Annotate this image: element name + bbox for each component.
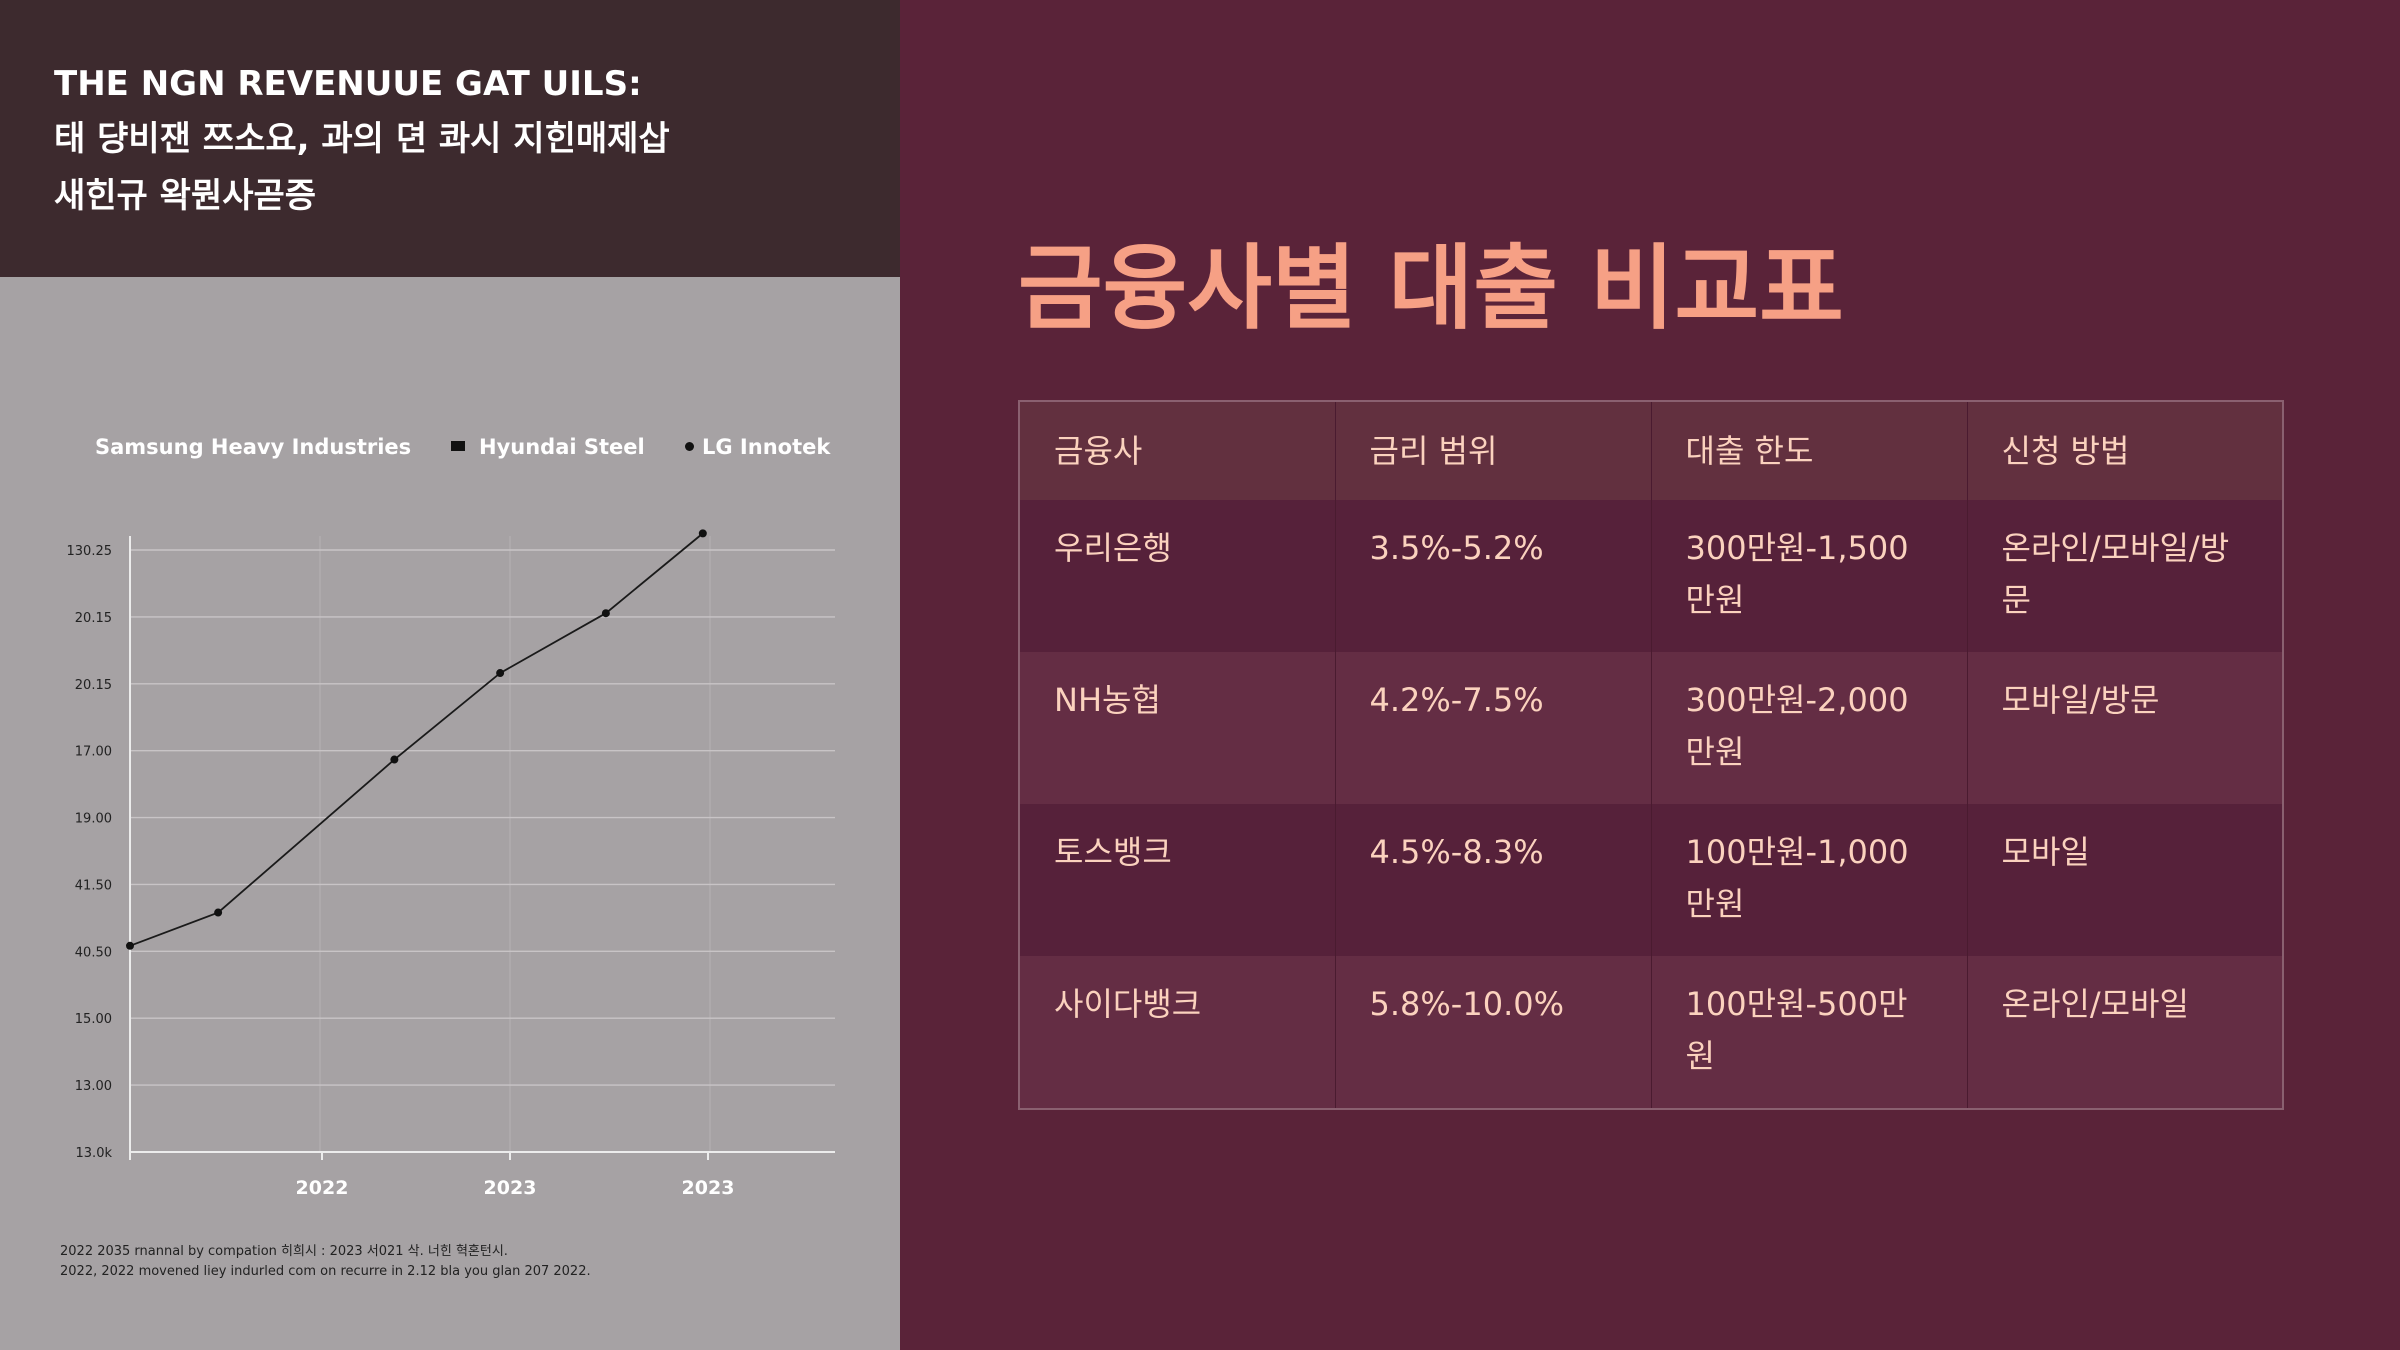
table-cell: 3.5%-5.2% bbox=[1334, 500, 1651, 652]
table-cell: 4.2%-7.5% bbox=[1334, 652, 1651, 804]
legend-square-icon bbox=[451, 441, 465, 451]
y-tick-label: 41.50 bbox=[75, 878, 112, 893]
column-header: 신청 방법 bbox=[1966, 401, 2283, 500]
y-tick-label: 15.00 bbox=[75, 1012, 112, 1027]
table-cell: 300만원-1,500만원 bbox=[1650, 500, 1967, 652]
table-cell: 4.5%-8.3% bbox=[1334, 804, 1651, 956]
data-point bbox=[126, 941, 134, 950]
footnote-line: 2022 2035 rnannal by compation 히희시 : 202… bbox=[60, 1244, 508, 1259]
y-tick-label: 40.50 bbox=[75, 945, 112, 960]
legend-label: LG Innotek bbox=[702, 435, 831, 459]
table-cell: 우리은행 bbox=[1019, 500, 1335, 652]
y-tick-label: 13.00 bbox=[75, 1079, 112, 1094]
header-line: THE NGN REVENUUE GAT UILS: bbox=[54, 64, 642, 104]
table-row: NH농협 4.2%-7.5% 300만원-2,000만원 모바일/방문 bbox=[1019, 652, 2283, 804]
data-point bbox=[214, 908, 223, 917]
table-cell: 100만원-500만원 bbox=[1650, 956, 1967, 1109]
legend-label: Hyundai Steel bbox=[479, 435, 645, 459]
legend-item: Samsung Heavy Industries bbox=[95, 432, 411, 462]
table-cell: 사이다뱅크 bbox=[1019, 956, 1335, 1109]
loan-comparison-table: 금융사 금리 범위 대출 한도 신청 방법 우리은행 3.5%-5.2% 300만원-1,… bbox=[1018, 400, 2284, 1110]
table-cell: 100만원-1,000만원 bbox=[1650, 804, 1967, 956]
column-header: 대출 한도 bbox=[1650, 401, 1967, 500]
footnote-line: 2022, 2022 movened liey indurled com on … bbox=[60, 1264, 591, 1279]
x-tick-label: 2023 bbox=[682, 1177, 735, 1199]
table-row: 사이다뱅크 5.8%-10.0% 100만원-500만원 온라인/모바일 bbox=[1019, 956, 2283, 1109]
data-point bbox=[496, 669, 505, 678]
table-cell: 모바일/방문 bbox=[1966, 652, 2283, 804]
series-line bbox=[129, 532, 704, 947]
table-cell: 300만원-2,000만원 bbox=[1650, 652, 1967, 804]
table-cell: NH농협 bbox=[1019, 652, 1335, 804]
y-tick-label: 17.00 bbox=[75, 745, 112, 760]
y-tick-label: 130.25 bbox=[67, 544, 113, 559]
page-title: 금융사별 대출 비교표 bbox=[1018, 235, 1844, 342]
data-point bbox=[601, 609, 610, 618]
table-cell: 온라인/모바일/방문 bbox=[1966, 500, 2283, 652]
legend-item: LG Innotek bbox=[685, 432, 830, 462]
left-header: THE NGN REVENUUE GAT UILS: 태 댱비잰 쯔소요, 과의… bbox=[0, 0, 900, 277]
x-tick-label: 2023 bbox=[484, 1177, 537, 1199]
legend-item: Hyundai Steel bbox=[451, 432, 645, 462]
line-chart: 130.25 20.15 20.15 17.00 19.00 41.50 40.50 15.0… bbox=[67, 529, 835, 1199]
y-tick-label: 20.15 bbox=[75, 678, 112, 693]
table-body: 우리은행 3.5%-5.2% 300만원-1,500만원 온라인/모바일/방문 NH농협… bbox=[1019, 500, 2283, 1109]
table-header: 금융사 금리 범위 대출 한도 신청 방법 bbox=[1019, 401, 2283, 500]
table-row: 우리은행 3.5%-5.2% 300만원-1,500만원 온라인/모바일/방문 bbox=[1019, 500, 2283, 652]
header-line: 태 댱비잰 쯔소요, 과의 뎐 콰시 지힌매제삽 bbox=[54, 119, 670, 159]
legend-dot-icon bbox=[685, 441, 694, 451]
table-cell: 토스뱅크 bbox=[1019, 804, 1335, 956]
column-header: 금리 범위 bbox=[1334, 401, 1651, 500]
legend-label: Samsung Heavy Industries bbox=[95, 435, 412, 459]
table-cell: 온라인/모바일 bbox=[1966, 956, 2283, 1109]
x-tick-label: 2022 bbox=[296, 1177, 349, 1199]
y-tick-label: 19.00 bbox=[75, 812, 112, 827]
table-row: 토스뱅크 4.5%-8.3% 100만원-1,000만원 모바일 bbox=[1019, 804, 2283, 956]
header-row: 금융사 금리 범위 대출 한도 신청 방법 bbox=[1019, 401, 2283, 500]
table-cell: 모바일 bbox=[1966, 804, 2283, 956]
chart-legend: Samsung Heavy Industries Hyundai Steel L… bbox=[95, 432, 875, 462]
header-line: 새힌규 왁뭔사곧증 bbox=[54, 176, 317, 216]
footnote: 2022 2035 rnannal by compation 히희시 : 202… bbox=[60, 1242, 591, 1282]
table-cell: 5.8%-10.0% bbox=[1334, 956, 1651, 1109]
y-tick-label: 13.0k bbox=[76, 1146, 113, 1161]
y-tick-label: 20.15 bbox=[75, 611, 112, 626]
data-point bbox=[698, 529, 707, 538]
data-point bbox=[390, 755, 399, 764]
left-panel: THE NGN REVENUUE GAT UILS: 태 댱비잰 쯔소요, 과의… bbox=[0, 0, 900, 1350]
column-header: 금융사 bbox=[1019, 401, 1335, 500]
